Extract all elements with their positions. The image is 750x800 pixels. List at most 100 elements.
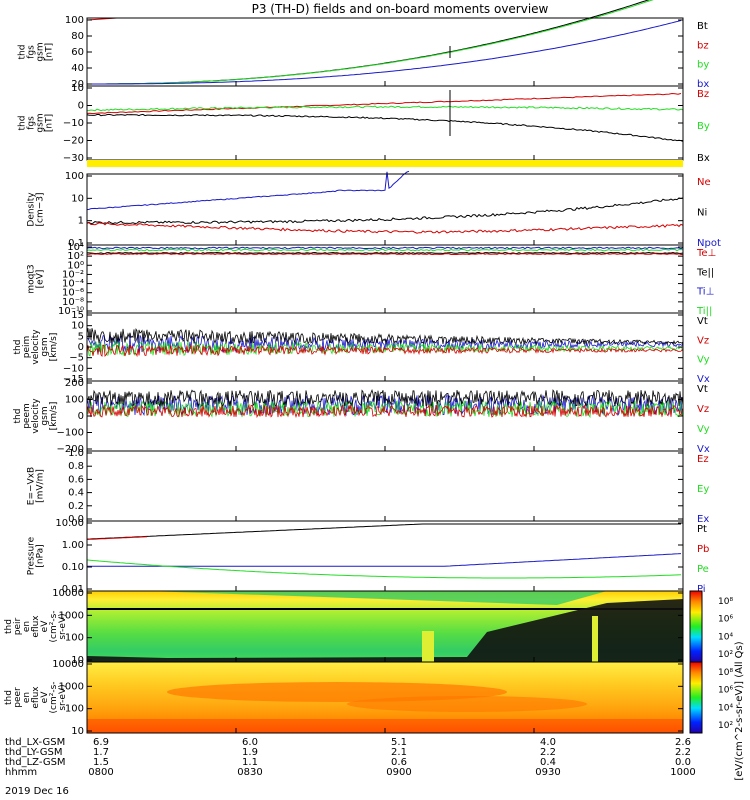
y-tick-label: 100 — [65, 171, 84, 182]
y-axis-label: eflux — [31, 615, 41, 638]
y-tick-label: 15 — [71, 310, 84, 321]
line-Ti-par — [86, 248, 684, 252]
y-tick-label: 0.01 — [62, 584, 84, 595]
legend-density-item: Ne — [697, 177, 711, 188]
ephemeris-value: 0.4 — [540, 757, 556, 768]
panel-frame — [86, 244, 684, 314]
line-bx — [87, 20, 682, 85]
panel-frame — [86, 17, 684, 87]
y-tick-label: 80 — [71, 31, 84, 42]
ephemeris-value: 2.2 — [675, 747, 691, 758]
y-tick-label: −15 — [63, 374, 84, 385]
y-tick-label: 0.2 — [68, 501, 84, 512]
y-axis-label: [eV] — [36, 270, 46, 289]
line-Te-perp — [87, 252, 684, 256]
legend-peim-item: Vx — [697, 374, 710, 385]
y-tick-label: 0.10 — [62, 562, 84, 573]
ephemeris-row-label: thd_LZ-GSM — [5, 757, 66, 768]
legend-temp-item: Te|| — [696, 267, 714, 278]
ephemeris-value: 0900 — [386, 767, 411, 778]
y-tick-label: 1.00 — [62, 540, 84, 551]
y-axis-label: Density — [27, 192, 37, 227]
line-peim-Vt — [86, 327, 684, 346]
y-tick-label: 0 — [78, 342, 84, 353]
line-Te-par — [86, 251, 684, 255]
y-tick-label: 1.0 — [68, 448, 84, 459]
y-tick-label: 10 — [71, 83, 84, 94]
y-tick-label: 0 — [78, 411, 84, 422]
ephemeris-value: 0930 — [535, 767, 560, 778]
legend-peim-item: Vt — [697, 316, 708, 327]
legend-density-item: Ni — [697, 208, 707, 219]
colorbar-tick-label: 10⁴ — [718, 703, 733, 713]
y-tick-label: 10⁻⁴ — [62, 279, 84, 290]
colorbar — [689, 661, 703, 734]
y-axis-label: gsm — [40, 406, 50, 425]
ephemeris-value: 5.1 — [391, 737, 407, 748]
y-axis-label: moqt3 — [27, 264, 37, 293]
ephemeris-value: 6.9 — [93, 737, 109, 748]
ephemeris-value: 0830 — [237, 767, 262, 778]
peir-stripe-2 — [422, 631, 434, 662]
ephemeris-value: 2.2 — [540, 747, 556, 758]
y-tick-label: −10 — [63, 118, 84, 129]
ephemeris-value: 0.6 — [391, 757, 407, 768]
legend-pressure-item: Pi — [697, 584, 706, 595]
y-tick-label: −30 — [63, 153, 84, 164]
legend-fgs-item: bx — [697, 79, 709, 90]
y-axis-label: (cm²-s- — [49, 681, 59, 713]
y-tick-label: 10⁴ — [67, 242, 84, 253]
legend-peem-item: Vt — [697, 384, 708, 395]
line-Pb — [86, 536, 148, 540]
y-axis-label: fgs — [27, 116, 37, 130]
legend-temp-item: Ti⊥ — [696, 287, 714, 298]
y-tick-label: 0.8 — [68, 461, 84, 472]
ephemeris-row-label: thd_LY-GSM — [5, 747, 62, 758]
legend-peem-item: Vz — [697, 404, 709, 415]
y-axis-label: velocity — [31, 329, 41, 365]
legend-efield-item: Ey — [697, 484, 709, 495]
y-tick-label: 10² — [67, 251, 84, 262]
y-tick-label: 100 — [65, 395, 84, 406]
y-axis-label: thd — [13, 340, 23, 355]
y-axis-label: en — [22, 621, 32, 632]
ephemeris-value: 1.9 — [242, 747, 258, 758]
y-axis-label: velocity — [31, 398, 41, 434]
line-Npot — [86, 170, 410, 211]
ephemeris-row-label: hhmm — [5, 767, 37, 778]
date-label: 2019 Dec 16 — [5, 786, 69, 797]
y-tick-label: 10⁻⁶ — [62, 288, 84, 299]
y-axis-label: eflux — [31, 686, 41, 709]
ephemeris-value: 1.7 — [93, 747, 109, 758]
y-axis-label: gsm — [40, 337, 50, 356]
legend-fgs_dsl-item: By — [697, 121, 710, 132]
panel-peer: 10000 1000 100 10 thd peer en eflux eV (cm²-s-sr-… — [4, 659, 684, 737]
panel-frame — [86, 380, 684, 452]
panel-peem: 200 100 0 −100 −200 thd peem velocity gsm [km/s] V… — [13, 378, 710, 455]
y-tick-label: 10⁻² — [62, 269, 84, 280]
line-Pe — [87, 553, 682, 567]
colorbar-label: [eV/(cm^2-s-sr-eV)] (All Qs) — [734, 641, 745, 780]
legend-fgs-item: Bt — [697, 21, 708, 32]
y-tick-label: 10 — [71, 726, 84, 737]
y-tick-label: 10 — [71, 321, 84, 332]
y-axis-label: [nT] — [45, 43, 55, 61]
panel-fgs: 100 80 60 40 20 thd fgs gsm [nT] Bt bz by bx — [18, 0, 709, 90]
line-peem-Vx — [86, 394, 684, 417]
legend-fgs_dsl-item: Bz — [697, 89, 709, 100]
y-tick-label: 10⁻⁸ — [62, 297, 84, 308]
colorbar-tick-label: 10⁴ — [718, 632, 733, 642]
legend-fgs-item: by — [697, 60, 709, 71]
legend-peem-item: Vx — [697, 444, 710, 455]
ephemeris-value: 4.0 — [540, 737, 556, 748]
y-axis-label: [nPa] — [36, 544, 46, 567]
ephemeris-value: 1.1 — [242, 757, 258, 768]
y-tick-label: −20 — [63, 136, 84, 147]
y-axis-label: thd — [18, 45, 28, 60]
y-axis-label: thd — [4, 690, 14, 705]
panel-peir: 10000 1000 100 10 thd peir en eflux eV (cm²-s-sr-… — [4, 588, 684, 666]
y-axis-label: gsm — [36, 42, 46, 61]
